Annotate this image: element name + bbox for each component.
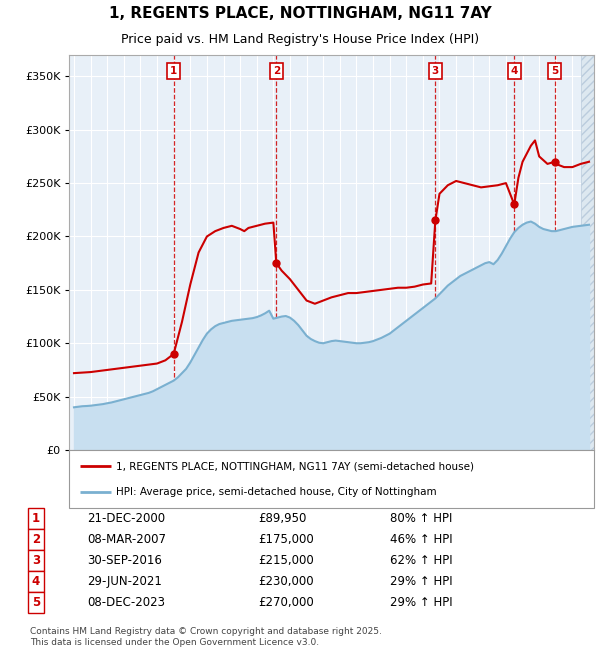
Text: 2: 2 [273,66,280,76]
Text: 80% ↑ HPI: 80% ↑ HPI [390,512,452,525]
Text: 1, REGENTS PLACE, NOTTINGHAM, NG11 7AY (semi-detached house): 1, REGENTS PLACE, NOTTINGHAM, NG11 7AY (… [116,462,474,471]
Text: 08-MAR-2007: 08-MAR-2007 [87,533,166,546]
Text: 29% ↑ HPI: 29% ↑ HPI [390,575,452,588]
FancyBboxPatch shape [69,450,594,508]
Text: £270,000: £270,000 [258,596,314,609]
Text: 1: 1 [170,66,177,76]
Text: Contains HM Land Registry data © Crown copyright and database right 2025.
This d: Contains HM Land Registry data © Crown c… [30,627,382,647]
Text: £230,000: £230,000 [258,575,314,588]
Text: 1, REGENTS PLACE, NOTTINGHAM, NG11 7AY: 1, REGENTS PLACE, NOTTINGHAM, NG11 7AY [109,6,491,21]
Text: 29-JUN-2021: 29-JUN-2021 [87,575,162,588]
Text: Price paid vs. HM Land Registry's House Price Index (HPI): Price paid vs. HM Land Registry's House … [121,33,479,46]
Text: 29% ↑ HPI: 29% ↑ HPI [390,596,452,609]
Text: 2: 2 [32,533,40,546]
Text: 1: 1 [32,512,40,525]
Text: £175,000: £175,000 [258,533,314,546]
Text: 5: 5 [32,596,40,609]
Text: HPI: Average price, semi-detached house, City of Nottingham: HPI: Average price, semi-detached house,… [116,487,437,497]
Text: 4: 4 [32,575,40,588]
Text: 62% ↑ HPI: 62% ↑ HPI [390,554,452,567]
Text: 08-DEC-2023: 08-DEC-2023 [87,596,165,609]
Text: 4: 4 [511,66,518,76]
Text: 3: 3 [432,66,439,76]
Text: 30-SEP-2016: 30-SEP-2016 [87,554,162,567]
Text: 3: 3 [32,554,40,567]
Text: 5: 5 [551,66,558,76]
Text: 21-DEC-2000: 21-DEC-2000 [87,512,165,525]
Text: £215,000: £215,000 [258,554,314,567]
Text: 46% ↑ HPI: 46% ↑ HPI [390,533,452,546]
Text: £89,950: £89,950 [258,512,307,525]
